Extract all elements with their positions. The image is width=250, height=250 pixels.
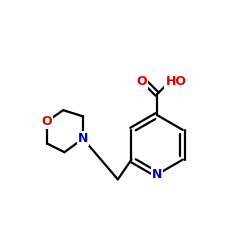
Text: N: N [78,132,88,145]
Text: O: O [136,76,147,88]
Text: HO: HO [166,76,186,88]
Text: N: N [152,168,162,181]
Text: O: O [42,115,52,128]
